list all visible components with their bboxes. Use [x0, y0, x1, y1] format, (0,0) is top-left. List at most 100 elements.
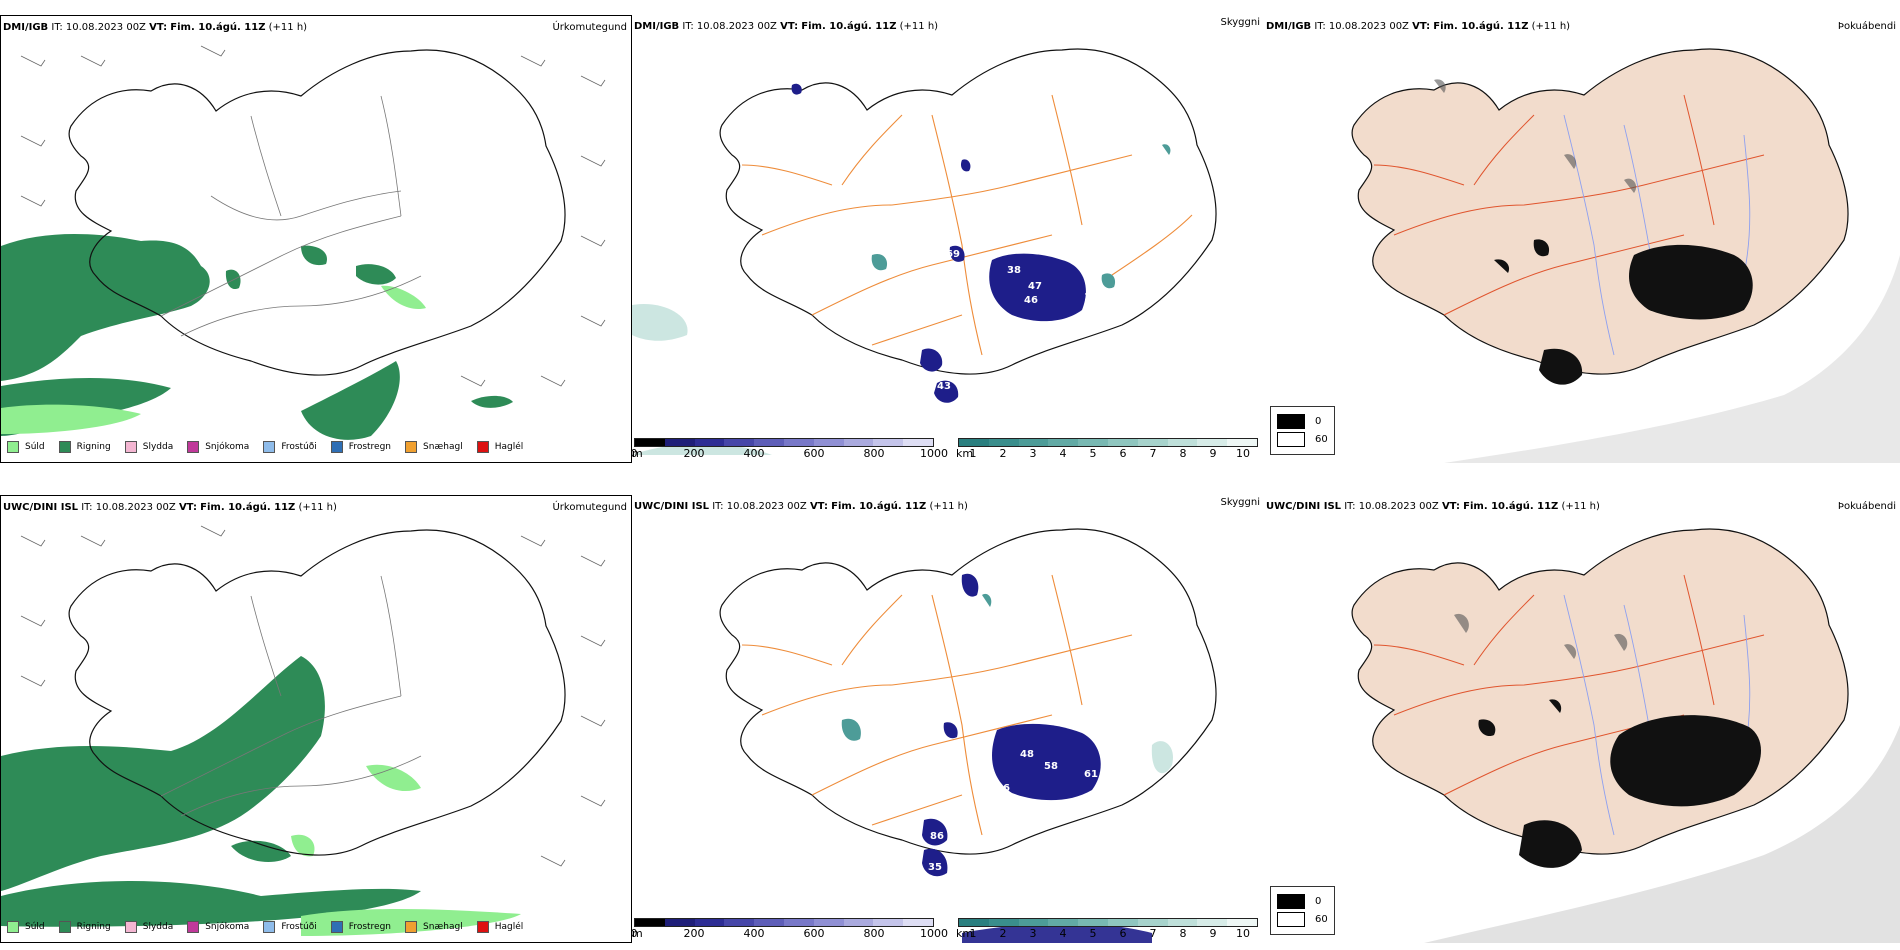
legend-swatch	[124, 921, 137, 933]
precip-header-2: UWC/DINI ISL IT: 10.08.2023 00Z VT: Fim.…	[3, 502, 337, 513]
precip-legend-1: Súld Rigning Slydda Snjókoma Frostúði Frostre…	[7, 438, 537, 456]
legend-label: Frostregn	[348, 442, 392, 452]
colorbar-tick: 5	[1089, 927, 1097, 940]
colorbar-tick: 3	[1029, 447, 1037, 460]
colorbar-tick: 10	[1236, 927, 1250, 940]
colorbar-step	[959, 439, 989, 446]
precip-title-2: Úrkomutegund	[552, 502, 627, 513]
vis-value: 69	[946, 249, 960, 260]
colorbar-tick: 600	[803, 447, 825, 460]
colorbar-step	[1227, 439, 1257, 446]
visibility-map-1[interactable]: 38 47 46 14 69 43	[632, 15, 1264, 463]
legend-label: Frostúði	[281, 922, 317, 932]
colorbar-tick: 400	[743, 927, 765, 940]
legend-swatch	[476, 921, 489, 933]
colorbar-tick: 200	[683, 447, 705, 460]
fog-map-1[interactable]	[1264, 15, 1900, 463]
legend-swatch	[187, 921, 200, 933]
height-colorbar-1: 0 200 400 600 800 1000 m	[632, 438, 948, 460]
colorbar-tick: 1000	[920, 447, 948, 460]
colorbar-tick: 600	[803, 927, 825, 940]
colorbar-step	[1048, 439, 1079, 446]
colorbar-step	[903, 919, 933, 926]
legend-label: Slydda	[142, 442, 174, 452]
legend-label: Snæhagl	[423, 922, 463, 932]
fog-legend-label: 60	[1315, 914, 1328, 925]
forecast-offset: (+11 h)	[929, 501, 968, 512]
precip-legend-item: Slydda	[124, 921, 173, 933]
fog-map-2[interactable]	[1264, 495, 1900, 943]
precip-legend-item: Súld	[7, 441, 45, 453]
precip-legend-item: Slydda	[124, 441, 174, 453]
visibility-panel-1[interactable]: 38 47 46 14 69 43 DMI/IGB IT: 10.08.2023…	[632, 15, 1264, 463]
fog-legend-swatch	[1277, 912, 1305, 927]
legend-label: Snjókoma	[205, 442, 250, 452]
vis-value: 43	[937, 381, 951, 392]
precip-panel-1[interactable]: DMI/IGB IT: 10.08.2023 00Z VT: Fim. 10.á…	[0, 15, 632, 463]
fog-legend-label: 0	[1315, 896, 1322, 907]
colorbar-step	[988, 439, 1019, 446]
legend-swatch	[58, 441, 71, 453]
colorbar-step	[1137, 919, 1168, 926]
colorbar-tick: 4	[1059, 447, 1067, 460]
precip-legend-item: Frostúði	[263, 441, 317, 453]
issue-label: IT:	[51, 22, 63, 33]
colorbar-unit: km	[956, 927, 974, 940]
colorbar-step	[843, 439, 874, 446]
legend-swatch	[58, 921, 71, 933]
precip-legend-item: Frostúði	[263, 921, 317, 933]
visibility-panel-2[interactable]: 48 58 61 46 35 86 UWC/DINI ISL IT: 10.08…	[632, 495, 1264, 943]
valid-time: Fim. 10.ágú. 11Z	[200, 502, 296, 513]
colorbar-step	[1107, 919, 1138, 926]
colorbar-tick: 200	[683, 927, 705, 940]
precip-panel-2[interactable]: UWC/DINI ISL IT: 10.08.2023 00Z VT: Fim.…	[0, 495, 632, 943]
fog-panel-1[interactable]: DMI/IGB IT: 10.08.2023 00Z VT: Fim. 10.á…	[1264, 15, 1900, 463]
colorbar-step	[873, 919, 904, 926]
colorbar-tick: 6	[1119, 447, 1127, 460]
colorbar-tick: 9	[1209, 927, 1217, 940]
fog-legend-swatch	[1277, 432, 1305, 447]
colorbar-step	[843, 919, 874, 926]
issue-time: 10.08.2023 00Z	[696, 21, 777, 32]
colorbar-step	[1078, 919, 1108, 926]
fog-title-2: Þokuábendi	[1837, 501, 1896, 512]
colorbar-step	[783, 439, 814, 446]
colorbar-step	[635, 439, 665, 446]
fog-legend-item: 0	[1277, 414, 1328, 429]
valid-label: VT:	[780, 21, 799, 32]
forecast-offset: (+11 h)	[1531, 21, 1571, 32]
fog-legend-swatch	[1277, 894, 1305, 909]
colorbar-strip	[634, 438, 934, 447]
colorbar-step	[873, 439, 904, 446]
colorbar-step	[813, 439, 844, 446]
legend-label: Frostúði	[281, 442, 317, 452]
colorbar-tick: 1	[969, 447, 977, 460]
valid-time: Fim. 10.ágú. 11Z	[1463, 501, 1559, 512]
colorbar-tick: 4	[1059, 927, 1067, 940]
precip-legend-item: Súld	[7, 921, 45, 933]
precip-legend-item: Rigning	[58, 441, 111, 453]
colorbar-tick: 2	[999, 927, 1007, 940]
legend-swatch	[187, 441, 200, 453]
colorbar-tick: 800	[863, 927, 885, 940]
visibility-map-2[interactable]: 48 58 61 46 35 86	[632, 495, 1264, 943]
precip-map-2[interactable]	[1, 496, 632, 943]
precip-map-1[interactable]	[1, 16, 632, 463]
valid-time: Fim. 10.ágú. 11Z	[170, 22, 266, 33]
issue-label: IT:	[81, 502, 93, 513]
valid-label: VT:	[178, 502, 197, 513]
colorbar-step	[1018, 439, 1049, 446]
fog-panel-2[interactable]: UWC/DINI ISL IT: 10.08.2023 00Z VT: Fim.…	[1264, 495, 1900, 943]
model-name: DMI/IGB	[1266, 21, 1312, 32]
colorbar-step	[813, 919, 844, 926]
legend-swatch	[405, 921, 418, 933]
colorbar-tick: 0	[632, 447, 638, 460]
vis-value: 47	[1028, 281, 1042, 292]
colorbar-tick: 8	[1179, 927, 1187, 940]
valid-time: Fim. 10.ágú. 11Z	[831, 501, 927, 512]
vis-value: 38	[1007, 265, 1021, 276]
model-name: UWC/DINI ISL	[3, 502, 79, 513]
colorbar-unit: m	[632, 447, 643, 460]
precip-legend-item: Rigning	[58, 921, 111, 933]
colorbar-unit: km	[956, 447, 974, 460]
